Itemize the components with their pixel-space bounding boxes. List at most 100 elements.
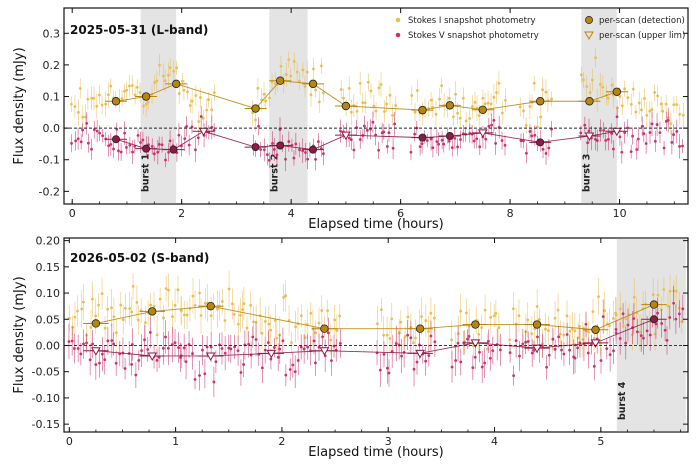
stokes-i-point	[432, 316, 436, 320]
stokes-i-point	[232, 313, 236, 316]
stokes-v-point	[387, 131, 391, 135]
panel-title: 2025-05-31 (L-band)	[70, 23, 208, 37]
stokes-v-point	[168, 139, 172, 143]
legend-label-detection: per-scan (detection)	[599, 16, 685, 26]
stokes-v-point	[568, 348, 572, 352]
stokes-v-point	[420, 142, 424, 146]
stokes-v-point	[79, 140, 83, 144]
stokes-v-point	[338, 341, 342, 345]
stokes-v-point	[109, 143, 113, 146]
y-tick-label: 0.2	[43, 59, 61, 72]
stokes-v-point	[666, 118, 670, 122]
x-tick-label: 3	[385, 435, 392, 448]
stokes-i-point	[645, 113, 649, 117]
stokes-v-point	[296, 359, 300, 362]
stokes-i-point	[92, 96, 96, 100]
stokes-v-point	[551, 337, 555, 341]
stokes-v-point	[288, 368, 292, 371]
stokes-v-point	[390, 349, 394, 353]
stokes-i-point	[461, 96, 465, 100]
stokes-v-point	[79, 352, 83, 356]
stokes-v-point	[81, 128, 84, 132]
stokes-i-point	[637, 101, 641, 105]
stokes-v-point	[484, 137, 488, 141]
stokes-i-point	[358, 81, 362, 85]
stokes-i-point	[494, 311, 498, 315]
stokes-v-point	[173, 341, 177, 345]
stokes-v-point	[492, 118, 496, 122]
stokes-i-point	[135, 85, 139, 89]
stokes-i-point	[144, 102, 148, 106]
stokes-v-point	[576, 346, 580, 350]
stokes-i-point	[532, 81, 536, 85]
tick-marks: 0 1 2 3 4 5 -0.15 -0.10 -0.05 0.00 0.05 0.10 0.15 0.2…	[32, 235, 688, 448]
stokes-i-perscan-detection	[206, 301, 215, 311]
panel-title: 2026-05-02 (S-band)	[70, 251, 209, 265]
stokes-i-point	[309, 93, 313, 97]
stokes-i-point	[471, 105, 474, 108]
stokes-i-point	[539, 115, 543, 119]
stokes-i-point	[629, 102, 633, 106]
stokes-i-point	[164, 287, 168, 290]
stokes-v-point	[112, 147, 115, 151]
stokes-i-point	[80, 307, 84, 311]
stokes-v-point	[670, 141, 674, 144]
stokes-i-point	[182, 313, 186, 317]
stokes-v-perscan-detection	[251, 143, 260, 152]
stokes-i-point	[366, 80, 370, 84]
stokes-v-perscan-upper-limit	[584, 132, 595, 142]
stokes-i-point	[236, 322, 240, 326]
stokes-v-point	[278, 347, 282, 351]
stokes-v-point	[269, 357, 273, 361]
stokes-i-point	[163, 79, 167, 83]
legend: Stokes I snapshot photometry Stokes V sn…	[395, 16, 685, 41]
stokes-i-point	[454, 92, 457, 96]
stokes-i-point	[587, 330, 590, 334]
stokes-i-point	[289, 74, 293, 78]
stokes-v-point	[139, 141, 142, 144]
stokes-i-point	[173, 303, 177, 307]
stokes-i-point	[100, 103, 104, 107]
stokes-v-point	[92, 128, 96, 132]
stokes-i-point	[588, 91, 592, 94]
stokes-v-point	[674, 317, 678, 321]
stokes-v-point	[447, 139, 451, 143]
stokes-i-point	[664, 102, 668, 106]
stokes-i-point	[128, 84, 131, 88]
stokes-v-point	[631, 134, 634, 138]
stokes-v-point	[429, 137, 433, 141]
x-tick-label: 4	[288, 207, 295, 220]
stokes-i-point	[185, 313, 189, 317]
stokes-v-point	[562, 352, 566, 356]
y-tick-label: 0.00	[36, 339, 61, 352]
stokes-v-point	[648, 333, 652, 337]
stokes-i-point	[203, 301, 207, 305]
stokes-i-point	[120, 97, 124, 100]
stokes-i-point	[582, 78, 585, 82]
stokes-i-point	[517, 314, 521, 318]
stokes-v-point	[614, 328, 618, 331]
x-axis-label: Elapsed time (hours)	[308, 217, 443, 232]
stokes-i-point	[230, 302, 234, 306]
stokes-i-point	[550, 97, 553, 101]
stokes-i-point	[197, 120, 201, 124]
stokes-i-point	[492, 314, 496, 318]
stokes-v-point	[201, 348, 204, 352]
stokes-i-point	[388, 93, 392, 97]
stokes-v-point	[442, 142, 446, 146]
stokes-v-point	[82, 342, 85, 346]
stokes-v-point	[166, 346, 170, 350]
stokes-i-point	[314, 88, 318, 92]
stokes-i-point	[385, 102, 388, 106]
stokes-v-point	[605, 347, 609, 351]
stokes-i-point	[458, 116, 462, 120]
stokes-v-point	[544, 152, 548, 155]
stokes-i-point	[104, 102, 108, 106]
stokes-v-point	[629, 150, 633, 154]
stokes-i-point	[528, 105, 532, 108]
stokes-v-point	[626, 323, 630, 327]
stokes-v-point	[125, 146, 128, 149]
stokes-i-point	[598, 82, 602, 86]
stokes-v-point	[220, 347, 224, 350]
stokes-i-point	[94, 314, 98, 318]
